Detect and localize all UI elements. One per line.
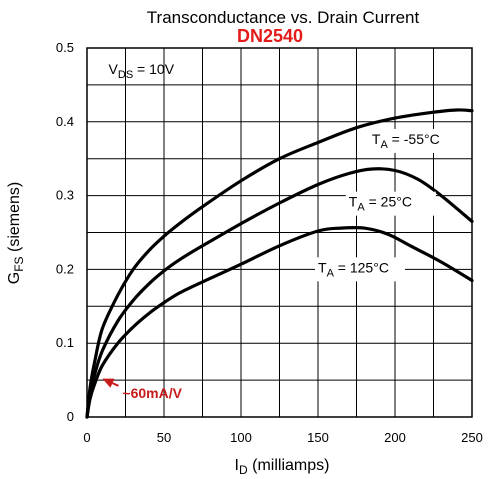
slope-annotation: ~60mA/V bbox=[102, 378, 183, 401]
y-axis-label-main: G bbox=[6, 272, 23, 284]
condition-sub: DS bbox=[118, 69, 133, 81]
x-tick-label: 150 bbox=[307, 430, 329, 445]
series-label-1: TA = 25°C bbox=[349, 194, 412, 214]
y-tick-label: 0.4 bbox=[56, 114, 74, 129]
series-label-sub: A bbox=[380, 139, 388, 151]
annotation-arrow-head bbox=[102, 378, 115, 388]
chart-title: Transconductance vs. Drain Current bbox=[147, 8, 420, 27]
y-axis-label-rest: (siemens) bbox=[6, 182, 23, 257]
series-label-background bbox=[368, 128, 459, 153]
plot-area-border bbox=[86, 47, 473, 418]
series-label-rest: = 125°C bbox=[334, 259, 389, 275]
series-label-0: TA = -55°C bbox=[372, 131, 440, 151]
condition-label: VDS = 10V bbox=[109, 61, 175, 81]
chart-subtitle: DN2540 bbox=[237, 26, 303, 46]
series-label-main: T bbox=[349, 194, 358, 210]
x-axis-label: ID (milliamps) bbox=[235, 457, 330, 477]
annotation-label: ~60mA/V bbox=[122, 385, 182, 401]
y-tick-label: 0.5 bbox=[56, 40, 74, 55]
annotation-arrow-line bbox=[112, 382, 119, 387]
series-label-background bbox=[315, 257, 405, 282]
y-tick-label: 0.3 bbox=[56, 188, 74, 203]
x-tick-label: 50 bbox=[157, 430, 171, 445]
series-label-background bbox=[345, 191, 436, 216]
series-line-2 bbox=[85, 225, 474, 419]
series-label-main: T bbox=[318, 259, 327, 275]
y-axis-ticks: 0 0.1 0.2 0.3 0.4 0.5 bbox=[56, 40, 74, 424]
y-tick-label: 0.1 bbox=[56, 335, 74, 350]
grid-lines bbox=[87, 48, 472, 417]
series-curves bbox=[85, 108, 474, 419]
series-label-rest: = -55°C bbox=[388, 131, 440, 147]
x-axis-label-rest: (milliamps) bbox=[248, 457, 330, 474]
x-axis-label-main: I bbox=[235, 457, 239, 474]
x-tick-label: 250 bbox=[461, 430, 483, 445]
x-tick-label: 100 bbox=[230, 430, 252, 445]
series-line-0 bbox=[85, 108, 474, 419]
x-tick-label: 200 bbox=[384, 430, 406, 445]
y-tick-label: 0 bbox=[67, 409, 74, 424]
y-axis-label: GFS (siemens) bbox=[6, 182, 26, 284]
y-axis-label-sub: FS bbox=[12, 256, 26, 271]
series-label-sub: A bbox=[357, 202, 365, 214]
series-line-1 bbox=[85, 167, 474, 419]
x-tick-label: 0 bbox=[83, 430, 90, 445]
series-label-main: T bbox=[372, 131, 381, 147]
series-label-sub: A bbox=[327, 267, 335, 279]
series-label-rest: = 25°C bbox=[365, 194, 412, 210]
condition-rest: = 10V bbox=[133, 61, 175, 77]
x-axis-label-sub: D bbox=[239, 463, 248, 477]
series-labels: TA = -55°CTA = 25°CTA = 125°C bbox=[315, 128, 459, 282]
series-label-2: TA = 125°C bbox=[318, 259, 389, 279]
condition-main: V bbox=[109, 61, 119, 77]
x-axis-ticks: 0 50 100 150 200 250 bbox=[83, 430, 482, 445]
y-tick-label: 0.2 bbox=[56, 261, 74, 276]
